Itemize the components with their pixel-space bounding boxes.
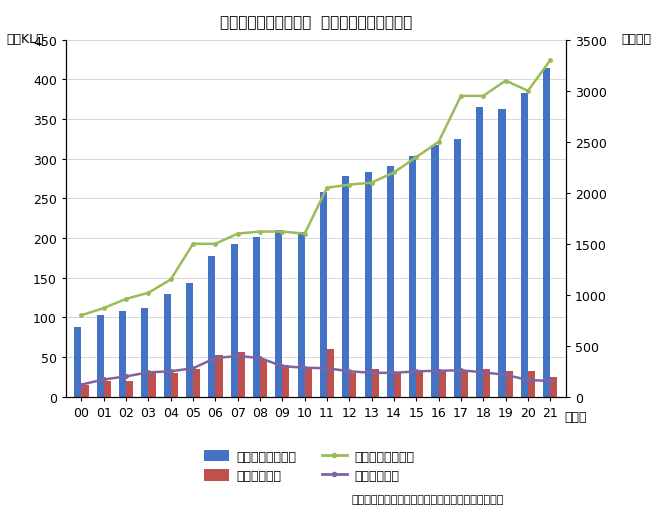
Text: （年）: （年）: [565, 410, 587, 422]
Bar: [528, 372, 535, 397]
国内生産（金額）: [524, 89, 532, 95]
Bar: [97, 316, 104, 397]
Legend: 国内生産（数量）, 輸入（数量）, 国内生産（金額）, 輸入（金額）: 国内生産（数量）, 輸入（数量）, 国内生産（金額）, 輸入（金額）: [204, 450, 415, 483]
Bar: [461, 372, 468, 397]
国内生産（金額）: [546, 58, 554, 64]
Bar: [170, 373, 178, 397]
輸入（金額）: [501, 372, 509, 378]
Bar: [260, 359, 267, 397]
輸入（金額）: [435, 368, 443, 374]
Bar: [141, 308, 149, 397]
Bar: [499, 109, 505, 397]
Bar: [483, 370, 490, 397]
Bar: [320, 193, 327, 397]
国内生産（金額）: [145, 290, 153, 296]
Bar: [275, 231, 282, 397]
輸入（金額）: [479, 370, 487, 376]
国内生産（金額）: [501, 78, 509, 84]
国内生産（金額）: [435, 139, 443, 146]
輸入（金額）: [166, 369, 174, 375]
国内生産（金額）: [189, 241, 197, 247]
Bar: [164, 294, 170, 397]
輸入（金額）: [546, 378, 554, 384]
国内生産（金額）: [78, 313, 86, 319]
Bar: [208, 256, 215, 397]
Bar: [520, 94, 528, 397]
輸入（金額）: [524, 377, 532, 383]
国内生産（金額）: [100, 305, 108, 312]
国内生産（金額）: [234, 231, 241, 237]
Bar: [372, 370, 379, 397]
輸入（金額）: [122, 374, 130, 380]
国内生産（金額）: [122, 296, 130, 302]
国内生産（金額）: [479, 94, 487, 100]
輸入（金額）: [345, 369, 353, 375]
Bar: [149, 373, 155, 397]
輸入（金額）: [234, 353, 241, 359]
Bar: [327, 350, 334, 397]
輸入（金額）: [301, 365, 309, 371]
Bar: [193, 370, 200, 397]
Bar: [543, 68, 550, 397]
Bar: [505, 371, 513, 397]
国内生産（金額）: [256, 229, 264, 235]
Bar: [394, 373, 401, 397]
国内生産（金額）: [211, 241, 219, 247]
Bar: [104, 381, 111, 397]
Bar: [349, 373, 357, 397]
Bar: [215, 355, 222, 397]
Bar: [409, 157, 417, 397]
Bar: [282, 365, 290, 397]
Bar: [119, 312, 126, 397]
輸入（金額）: [457, 367, 465, 374]
Line: 国内生産（金額）: 国内生産（金額）: [80, 60, 552, 317]
Bar: [253, 237, 260, 397]
Title: ミネラルウォーター類  国内生産、輸入の推移: ミネラルウォーター類 国内生産、輸入の推移: [220, 15, 412, 30]
Bar: [550, 377, 557, 397]
輸入（金額）: [390, 370, 398, 376]
国内生産（金額）: [323, 185, 331, 191]
国内生産（金額）: [413, 155, 420, 161]
Bar: [454, 139, 461, 397]
Bar: [82, 385, 89, 397]
Bar: [476, 108, 483, 397]
国内生産（金額）: [390, 170, 398, 176]
輸入（金額）: [323, 365, 331, 372]
輸入（金額）: [78, 382, 86, 388]
Bar: [186, 284, 193, 397]
国内生産（金額）: [278, 229, 286, 235]
輸入（金額）: [278, 363, 286, 370]
輸入（金額）: [189, 365, 197, 372]
輸入（金額）: [100, 377, 108, 383]
国内生産（金額）: [457, 94, 465, 100]
Line: 輸入（金額）: 輸入（金額）: [80, 355, 552, 386]
Bar: [432, 146, 439, 397]
Bar: [417, 372, 424, 397]
国内生産（金額）: [368, 180, 376, 186]
輸入（金額）: [368, 370, 376, 376]
Text: （億円）: （億円）: [621, 33, 651, 46]
Bar: [126, 381, 133, 397]
国内生産（金額）: [345, 182, 353, 188]
国内生産（金額）: [166, 277, 174, 283]
Bar: [365, 173, 372, 397]
輸入（金額）: [211, 355, 219, 361]
Bar: [342, 177, 349, 397]
輸入（金額）: [145, 370, 153, 376]
Text: （一般社団法人日本ミネラルウォーター協会調べ）: （一般社団法人日本ミネラルウォーター協会調べ）: [351, 494, 504, 504]
Text: （万KL）: （万KL）: [7, 33, 44, 46]
Bar: [230, 245, 238, 397]
Bar: [439, 372, 445, 397]
Bar: [74, 327, 82, 397]
Bar: [238, 352, 245, 397]
輸入（金額）: [413, 369, 420, 375]
Bar: [387, 166, 394, 397]
国内生産（金額）: [301, 231, 309, 237]
輸入（金額）: [256, 355, 264, 361]
Bar: [297, 232, 305, 397]
Bar: [305, 367, 312, 397]
